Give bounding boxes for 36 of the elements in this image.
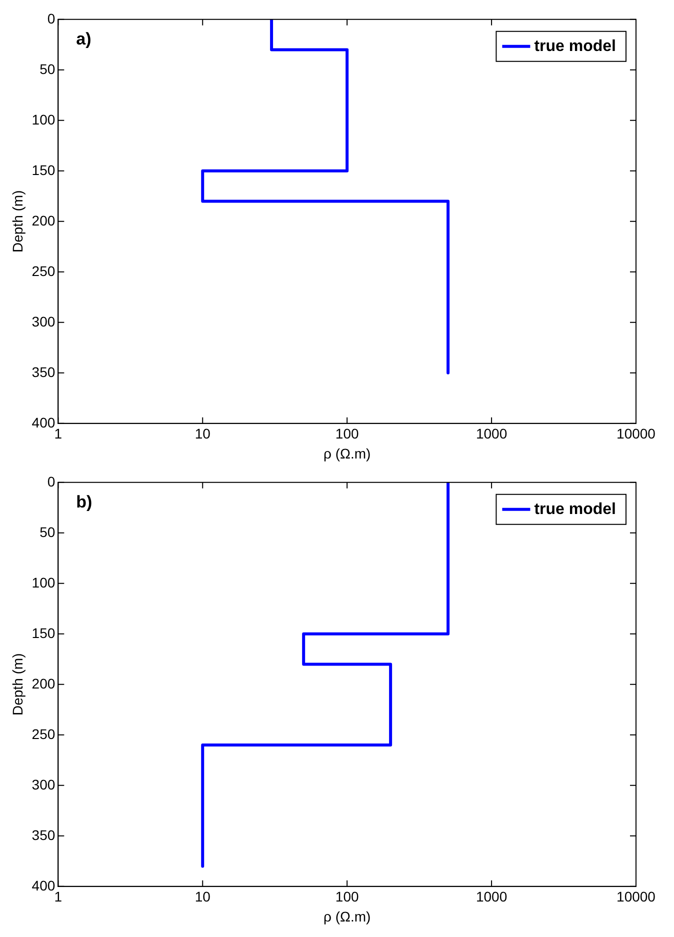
y-tick-label: 100 — [32, 111, 56, 128]
x-tick-label: 10 — [194, 888, 211, 905]
y-tick-label: 50 — [40, 60, 56, 77]
annotation: a) — [76, 30, 92, 49]
y-axis-title: Depth (m) — [9, 653, 26, 716]
x-tick-label: 1000 — [476, 888, 508, 905]
y-tick-label: 100 — [32, 574, 56, 590]
y-tick-label: 400 — [32, 877, 56, 894]
y-tick-label: 250 — [32, 726, 56, 742]
y-tick-label: 300 — [32, 776, 56, 792]
y-tick-label: 0 — [47, 10, 56, 26]
x-axis-title: ρ (Ω.m) — [323, 445, 371, 462]
x-tick-label: 100 — [335, 426, 359, 442]
x-tick-label: 1 — [54, 426, 62, 442]
x-tick-label: 10000 — [616, 888, 656, 905]
x-tick-label: 100 — [335, 888, 359, 905]
y-tick-label: 50 — [40, 524, 56, 540]
y-tick-label: 250 — [32, 262, 56, 279]
y-tick-label: 200 — [32, 212, 56, 228]
y-tick-label: 150 — [32, 162, 56, 178]
x-tick-label: 10 — [194, 426, 211, 442]
y-tick-label: 350 — [32, 826, 56, 843]
legend-label: true model — [534, 38, 616, 55]
y-tick-label: 0 — [47, 473, 56, 490]
x-tick-label: 10000 — [616, 426, 656, 442]
y-axis-title: Depth (m) — [9, 190, 26, 253]
legend-label: true model — [534, 500, 616, 518]
x-axis-title: ρ (Ω.m) — [323, 908, 371, 924]
y-tick-label: 400 — [32, 414, 56, 430]
x-tick-label: 1 — [54, 888, 62, 905]
y-tick-label: 200 — [32, 675, 56, 692]
y-tick-label: 150 — [32, 624, 56, 641]
y-tick-label: 300 — [32, 313, 56, 330]
x-tick-label: 1000 — [476, 426, 508, 442]
annotation: b) — [76, 492, 92, 512]
y-tick-label: 350 — [32, 364, 56, 380]
